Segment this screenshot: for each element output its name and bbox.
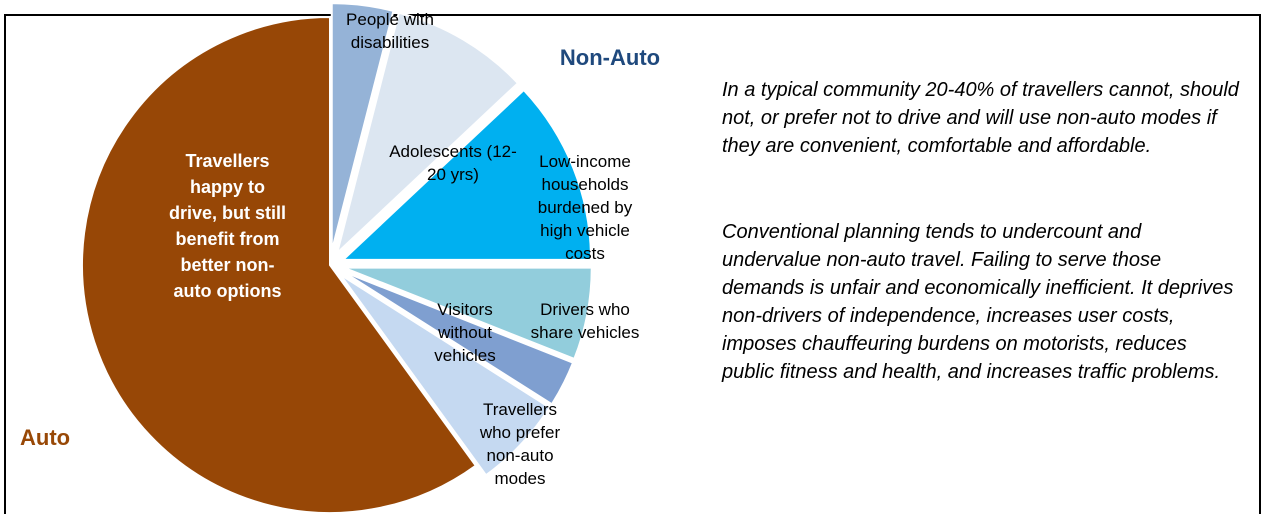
- pie-slice: [339, 273, 551, 477]
- frame: [4, 14, 1261, 514]
- pie-slice: [340, 88, 593, 261]
- slice-label: People with disabilities: [346, 10, 434, 52]
- pie-slice: [335, 11, 520, 257]
- group-label: Non-Auto: [559, 45, 661, 70]
- slice-label: Low-income households burdened by high v…: [537, 152, 633, 263]
- group-label: Auto: [20, 425, 71, 450]
- description: In a typical community 20-40% of travell…: [722, 79, 1239, 157]
- slice-label: Travellers who prefer non-auto modes: [479, 400, 561, 488]
- description: Conventional planning tends to undercoun…: [722, 221, 1234, 383]
- pie-slice: [341, 270, 575, 406]
- pie-slice: [330, 2, 395, 252]
- slice-label: Adolescents (12-20 yrs): [389, 142, 517, 184]
- slice-label: Visitors without vehicles: [434, 300, 496, 365]
- pie-slice: [81, 15, 478, 514]
- slice-label: Drivers who share vehicles: [530, 300, 640, 342]
- pie-slice: [343, 266, 593, 361]
- slice-label: Travellers happy to drive, but still ben…: [168, 151, 287, 301]
